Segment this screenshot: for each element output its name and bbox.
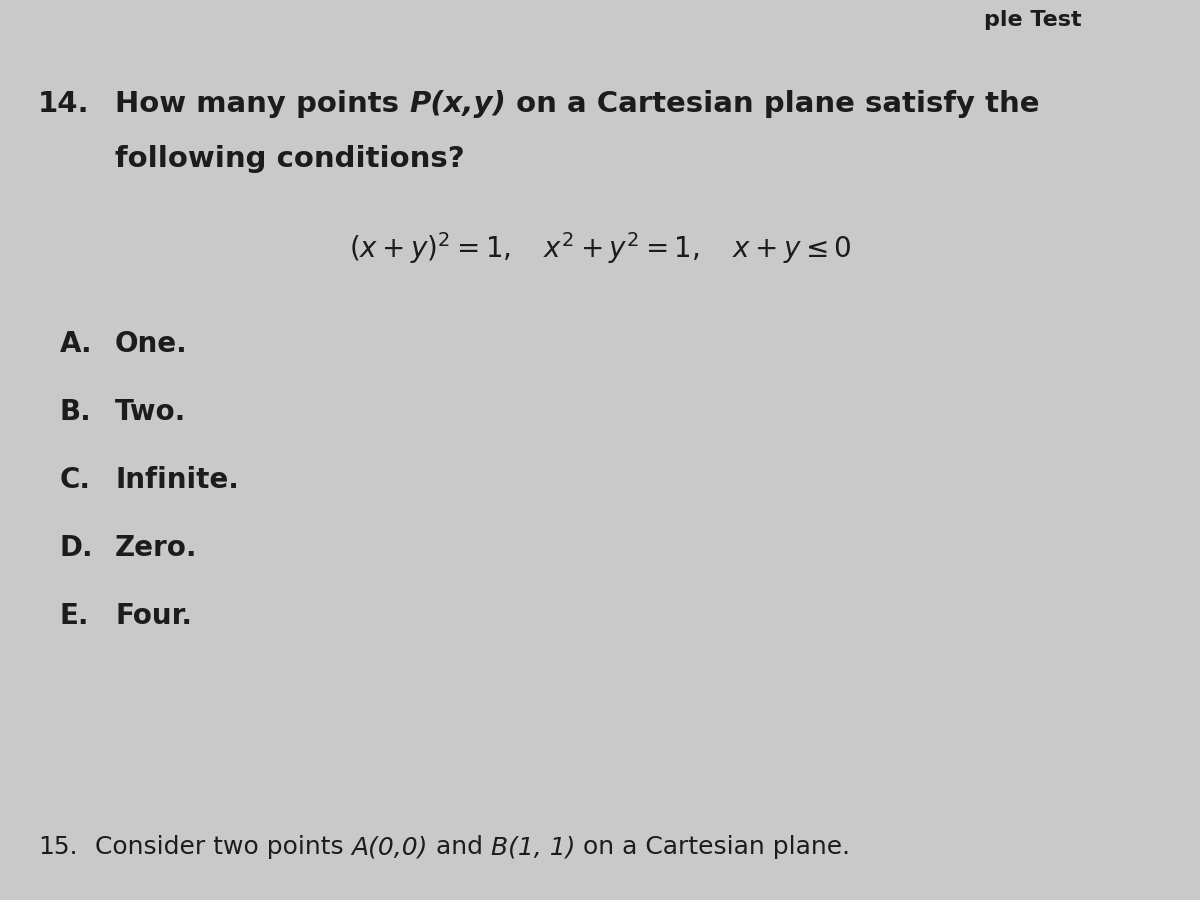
Text: ple Test: ple Test xyxy=(984,10,1081,31)
Text: on a Cartesian plane satisfy the: on a Cartesian plane satisfy the xyxy=(506,90,1039,118)
Text: B.: B. xyxy=(60,398,91,426)
Text: 14.: 14. xyxy=(38,90,90,118)
Text: Consider two points: Consider two points xyxy=(95,835,352,859)
Text: Two.: Two. xyxy=(115,398,186,426)
Text: following conditions?: following conditions? xyxy=(115,145,464,173)
Text: A(0,0): A(0,0) xyxy=(352,835,428,859)
Text: Infinite.: Infinite. xyxy=(115,466,239,494)
Text: D.: D. xyxy=(60,534,94,562)
Text: $(x + y)^2 = 1, \quad x^2 + y^2 = 1, \quad x + y \leq 0$: $(x + y)^2 = 1, \quad x^2 + y^2 = 1, \qu… xyxy=(349,230,851,266)
Text: B(1, 1): B(1, 1) xyxy=(491,835,575,859)
Text: E.: E. xyxy=(60,602,90,630)
Text: Four.: Four. xyxy=(115,602,192,630)
Text: 15.: 15. xyxy=(38,835,78,859)
Text: A.: A. xyxy=(60,330,92,358)
Text: and: and xyxy=(428,835,491,859)
Text: Zero.: Zero. xyxy=(115,534,198,562)
Text: How many points: How many points xyxy=(115,90,409,118)
Text: on a Cartesian plane.: on a Cartesian plane. xyxy=(575,835,851,859)
Text: P(x,y): P(x,y) xyxy=(409,90,506,118)
Text: One.: One. xyxy=(115,330,187,358)
Text: C.: C. xyxy=(60,466,91,494)
